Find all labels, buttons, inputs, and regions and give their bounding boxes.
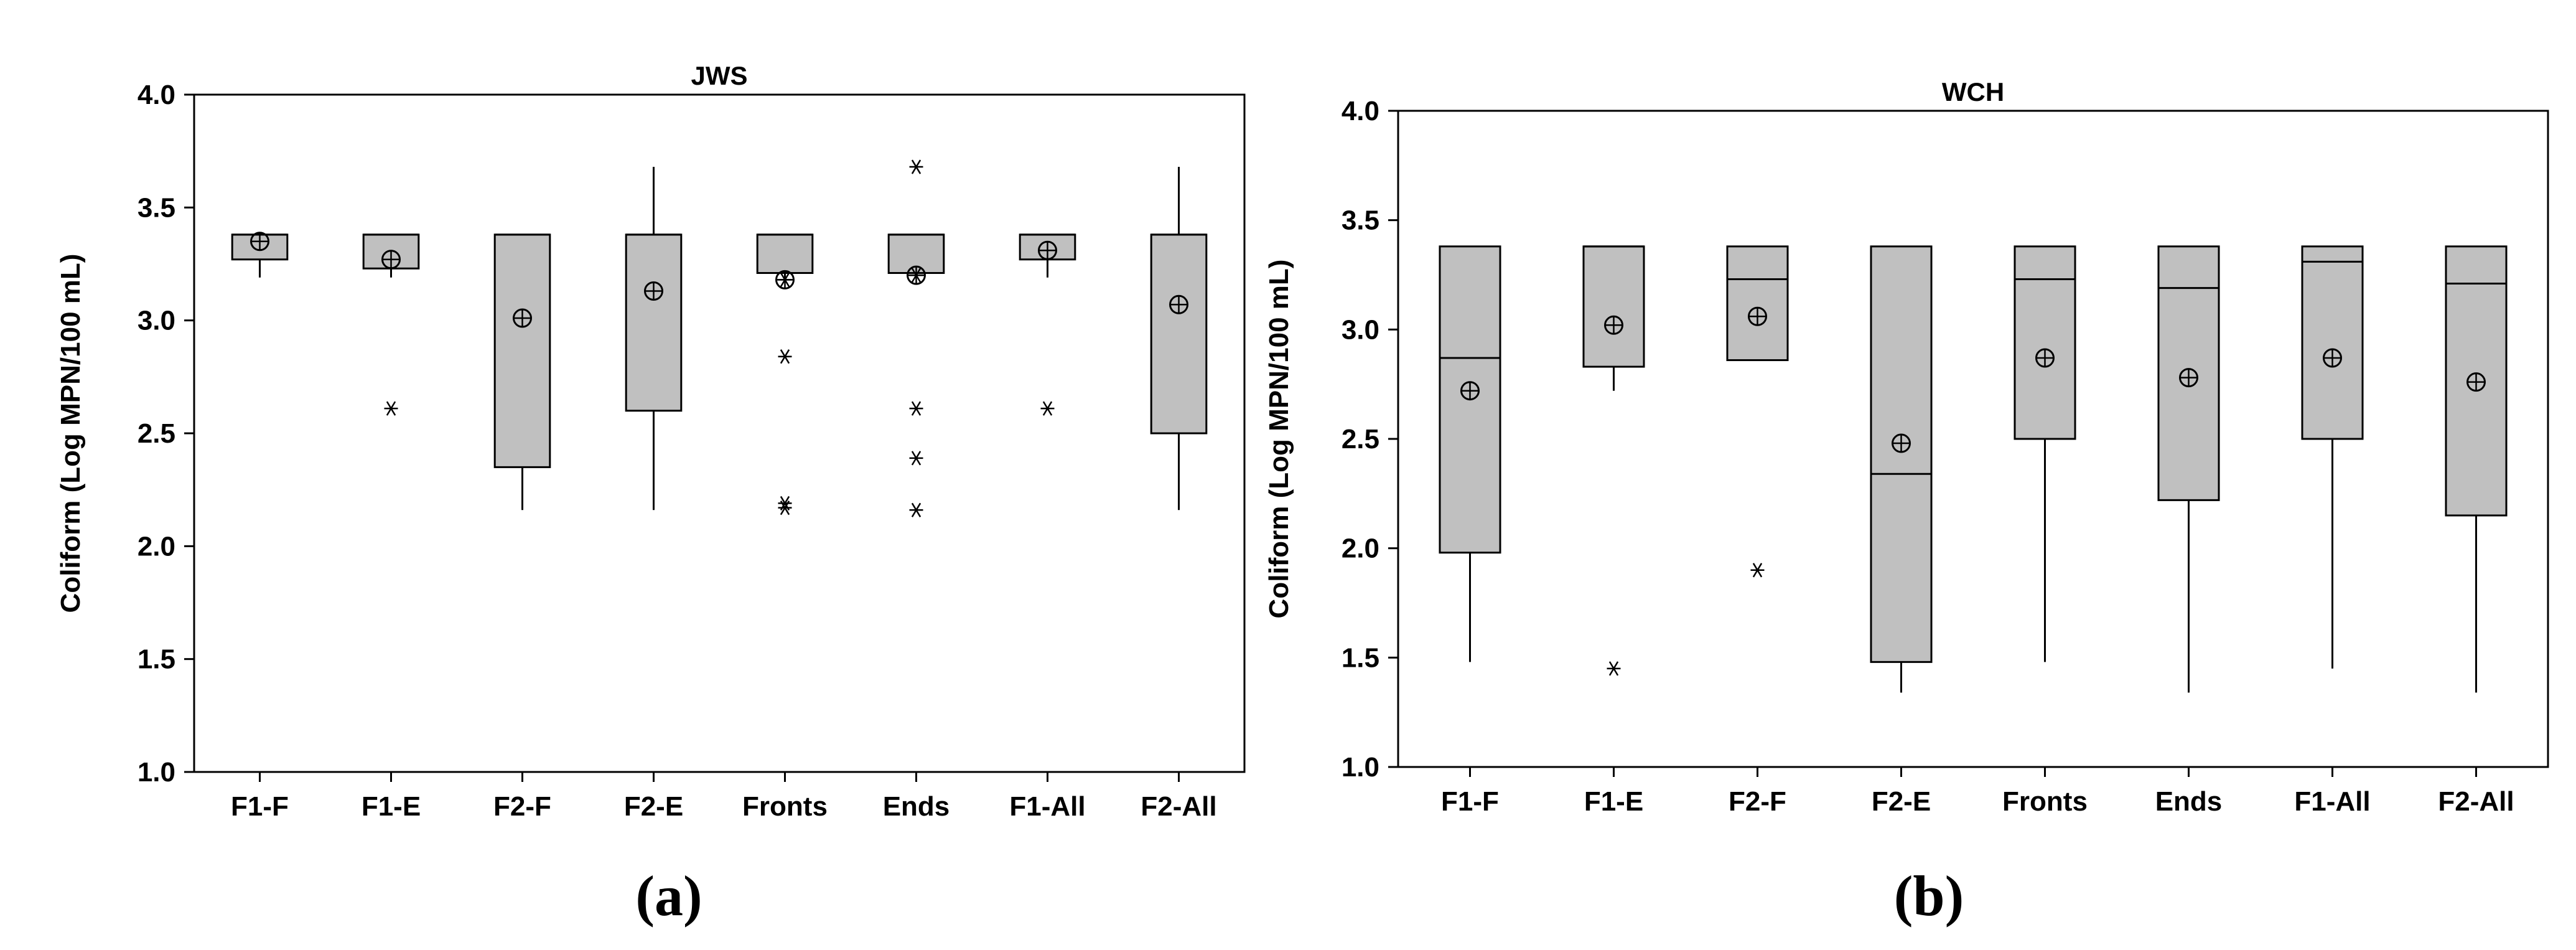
x-tick-label: Ends (883, 791, 950, 822)
x-tick-label: F2-All (2438, 786, 2514, 817)
outlier-stroke (1752, 563, 1763, 578)
box-fronts (756, 233, 814, 515)
outlier-stroke (911, 159, 922, 174)
x-tick-label: F1-F (1441, 786, 1499, 817)
box-body (756, 233, 814, 275)
chart-title: WCH (1942, 77, 2004, 106)
box-body (493, 233, 551, 468)
box-body (1726, 245, 1789, 362)
box-ends (887, 159, 945, 517)
box-body (2014, 245, 2076, 440)
outlier-stroke (911, 401, 922, 416)
x-tick-label: F2-All (1141, 791, 1216, 822)
outlier-stroke (780, 349, 790, 364)
chart-wch: WCH 1.0 1.5 2.0 2.5 3.0 3.5 4.0 Coliform (Log MP… (1264, 77, 2549, 928)
outlier-marker (1607, 661, 1621, 676)
y-tick-label: 2.0 (138, 531, 175, 562)
box-body (1150, 233, 1208, 435)
outlier-marker (1750, 563, 1765, 578)
y-tick-label: 1.5 (138, 644, 175, 675)
chart-title: JWS (691, 61, 747, 90)
y-tick-label: 1.5 (1342, 642, 1379, 673)
x-tick-label: Fronts (742, 791, 828, 822)
y-axis-label: Coliform (Log MPN/100 mL) (1264, 260, 1294, 619)
y-tick-label: 3.0 (1342, 314, 1379, 345)
outlier-stroke (386, 401, 396, 416)
outlier-stroke (911, 451, 922, 466)
x-tick-label: F2-F (1729, 786, 1786, 817)
x-tick-label: F2-E (1872, 786, 1931, 817)
box-f2-f (1726, 245, 1789, 578)
box-body (2301, 245, 2364, 440)
outlier-marker (778, 349, 792, 364)
box-f2-all (2445, 245, 2508, 693)
y-tick-label: 3.5 (138, 192, 175, 223)
plot-frame (1397, 110, 2549, 768)
x-tick-label: Ends (2155, 786, 2223, 817)
x-tick-label: Fronts (2002, 786, 2088, 817)
outlier-stroke (780, 501, 790, 515)
y-tick-label: 1.0 (1342, 752, 1379, 783)
box-body (625, 233, 683, 412)
outlier-marker (1040, 401, 1055, 416)
box-f2-e (1870, 245, 1933, 693)
x-tick-label: F1-F (231, 791, 289, 822)
outlier-stroke (1608, 661, 1619, 676)
outlier-marker (909, 401, 923, 416)
box-ends (2157, 245, 2220, 693)
plot-frame (193, 93, 1246, 773)
box-f2-f (493, 233, 551, 510)
box-body (1870, 245, 1933, 663)
box-f1-all (1019, 233, 1076, 416)
y-tick-label: 4.0 (138, 80, 175, 110)
outlier-marker (909, 268, 923, 283)
panel-label: (b) (1894, 864, 1964, 928)
y-tick-label: 2.5 (1342, 424, 1379, 454)
outlier-stroke (780, 272, 790, 288)
y-tick-label: 4.0 (1342, 96, 1379, 126)
box-f1-f (1439, 245, 1501, 662)
outlier-marker (909, 159, 923, 174)
box-fronts (2014, 245, 2076, 662)
panel-label: (a) (635, 864, 702, 928)
x-tick-label: F2-F (493, 791, 551, 822)
outlier-marker (778, 501, 792, 515)
y-tick-label: 2.5 (138, 418, 175, 449)
box-f1-e (362, 233, 420, 416)
y-tick-label: 2.0 (1342, 534, 1379, 564)
y-tick-label: 3.5 (1342, 205, 1379, 236)
chart-jws: JWS 1.0 1.5 2.0 2.5 3.0 3.5 4.0 Coliform (Log MP… (55, 61, 1246, 928)
box-f1-all (2301, 245, 2364, 669)
y-tick-label: 3.0 (138, 306, 175, 336)
x-tick-label: F1-E (362, 791, 421, 822)
x-tick-label: F1-All (1009, 791, 1085, 822)
x-tick-label: F2-E (624, 791, 683, 822)
outlier-marker (909, 451, 923, 466)
outlier-marker (384, 401, 398, 416)
box-f2-e (625, 167, 683, 510)
outlier-marker (909, 502, 923, 517)
y-axis-label: Coliform (Log MPN/100 mL) (55, 254, 86, 613)
box-f1-f (231, 232, 289, 278)
x-tick-label: F1-All (2294, 786, 2370, 817)
x-tick-label: F1-E (1584, 786, 1643, 817)
outlier-marker (778, 272, 792, 288)
box-f1-e (1582, 245, 1645, 676)
box-body (1582, 245, 1645, 368)
outlier-stroke (911, 502, 922, 517)
outlier-stroke (1042, 401, 1053, 416)
y-tick-label: 1.0 (138, 757, 175, 788)
box-f2-all (1150, 167, 1208, 510)
outlier-stroke (911, 268, 922, 283)
